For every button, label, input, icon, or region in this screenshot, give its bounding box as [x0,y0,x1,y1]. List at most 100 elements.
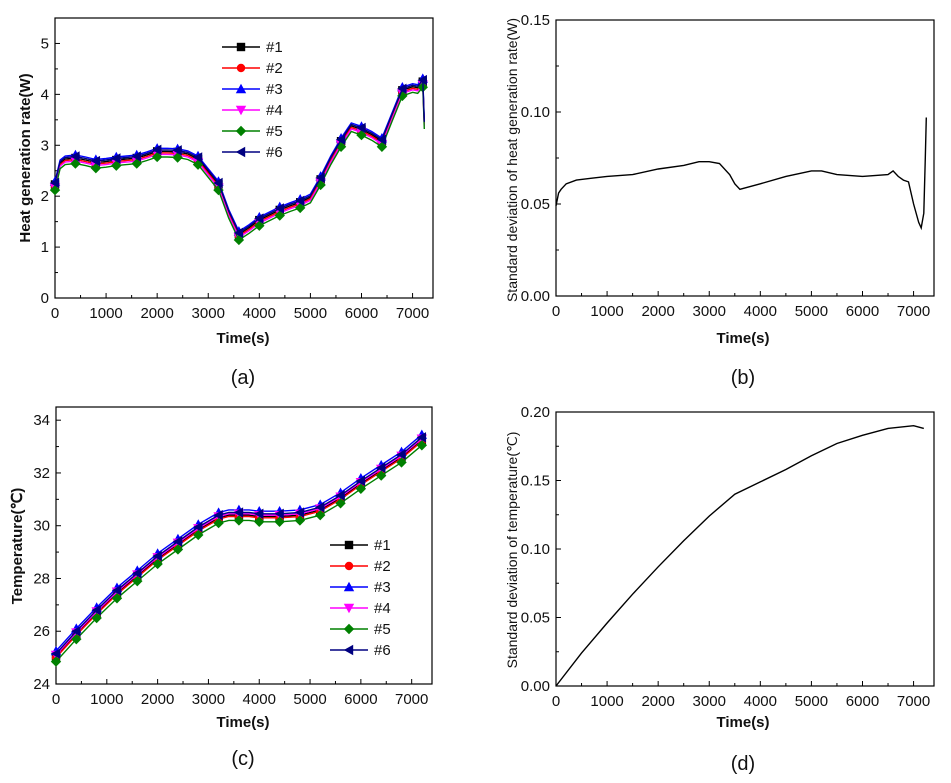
chart-c-series-1-line [55,439,423,657]
chart-a-legend-marker-4 [235,105,247,116]
chart-d-xtick-label: 4000 [744,693,777,710]
chart-d-xtick-label: 2000 [641,693,674,710]
chart-c-series-5-point [132,575,143,587]
chart-c-series-6-point [152,550,162,562]
chart-c-xtick-label: 1000 [90,691,123,708]
chart-c-frame [55,406,433,685]
chart-c-legend-label-2: #2 [374,558,391,575]
chart-a-xtick-label: 5000 [294,305,327,322]
chart-a-xtick-label: 7000 [396,305,429,322]
chart-a-series-6-point [213,177,223,189]
chart-c-ytick-label: 34 [33,412,50,429]
chart-a-series-5-point [49,184,61,196]
chart-c-series-6-point [355,475,366,487]
chart-a-legend-marker-1 [236,42,246,52]
chart-a-ytick-label: 5 [41,35,49,52]
chart-a-legend-marker-3 [235,83,247,94]
chart-a-series-6-point [192,152,203,163]
chart-c-series-5-point [213,517,224,529]
chart-a-series-6-point [397,83,407,94]
chart-c-caption: (c) [231,748,254,770]
chart-a-ylabel: Heat generation rate(W) [17,73,34,242]
chart-a-series-2-line [54,81,425,237]
chart-c-series-5-point [233,515,245,526]
chart-c-series-6-point [233,507,244,518]
chart-a-xlabel: Time(s) [216,330,269,347]
chart-a-ytick-label: 2 [41,188,49,205]
chart-a-series-5-point [397,90,408,102]
chart-c-series-6-point [71,626,81,637]
chart-c-xlabel: Time(s) [216,714,269,731]
chart-a-legend-label-2: #2 [266,60,283,77]
chart-a-legend-marker-2 [236,63,246,73]
chart-a-series-6-point [90,155,101,167]
chart-b-xtick-label: 4000 [744,303,777,320]
chart-c-xtick-label: 2000 [141,691,174,708]
chart-a-xtick-label: 6000 [345,305,378,322]
chart-a-series-6-point [131,151,141,162]
chart-c-legend-label-3: #3 [374,579,391,596]
chart-a-series-6-point [376,134,387,145]
chart-a-legend-label-4: #4 [266,102,283,119]
chart-c-ytick-label: 30 [33,518,50,535]
chart-c-series-5-point [355,483,367,494]
chart-a-series-5-point [356,129,367,141]
chart-c-series-6-point [315,502,325,513]
chart-a-series-5-point [131,158,142,169]
chart-a-series-5-point [254,220,265,231]
chart-c-series-4-line [55,438,423,656]
chart-c-series-6-point [193,521,203,533]
chart-c-series-5-point [274,516,285,527]
chart-d-ylabel: Standard deviation of temperature(℃) [504,432,520,669]
chart-c-series-3-line [55,434,423,652]
chart-c-ylabel: Temperature(℃) [9,488,26,605]
chart-b-xtick-label: 0 [552,303,560,320]
chart-a-series-5-point [294,202,306,214]
chart-c-series-5-point [50,656,62,667]
chart-a-series-6-point [172,145,182,156]
chart-d-xlabel: Time(s) [716,714,769,731]
chart-c-xtick-label: 7000 [395,691,428,708]
chart-a-ytick-label: 4 [41,86,49,103]
chart-a-series-5-point [90,162,102,174]
chart-c-series-5-point [71,633,82,645]
chart-c-series-6-point [132,568,142,579]
chart-a-legend-label-6: #6 [266,144,283,161]
chart-c-legend-marker-3 [343,581,355,592]
chart-a-series-5-point [233,234,245,246]
chart-a-caption: (a) [231,367,255,389]
chart-b-xtick-label: 3000 [693,303,726,320]
chart-b-xtick-label: 5000 [795,303,828,320]
chart-b-ytick-label: 0.10 [521,104,550,121]
chart-c-legend-label-1: #1 [374,537,391,554]
chart-a-series-6-point [315,172,325,184]
chart-c-series-5-point [152,558,163,570]
chart-c-series-5-point [375,470,387,481]
chart-b-ylabel: Standard deviation of heat generation ra… [504,18,520,302]
chart-a-series-6-point [111,153,121,164]
chart-a-legend-label-3: #3 [266,81,283,98]
chart-b-xtick-label: 2000 [641,303,674,320]
chart-d-ytick-label: 0.05 [521,610,550,627]
chart-a-legend-marker-5 [235,125,247,137]
chart-c-series-6-point [213,509,223,521]
chart-a-ytick-label: 3 [41,137,49,154]
chart-a-series-6-point [294,195,305,206]
chart-c-series-6-point [50,648,61,659]
chart-c-series-5-point [396,457,407,468]
chart-a-series-5-point [274,210,285,221]
chart-b-caption: (b) [731,367,755,389]
chart-d-frame [555,411,935,687]
chart-a-series-6-point [70,151,80,162]
chart-d-ytick-label: 0.15 [521,473,550,490]
chart-d-ytick-label: 0.00 [521,678,550,695]
chart-b-series-line [555,117,927,231]
chart-c-legend-label-5: #5 [374,621,391,638]
chart-c-series-6-point [172,536,183,547]
chart-c-legend-label-6: #6 [374,642,391,659]
chart-a-series-6-point [356,122,366,134]
chart-b-frame [555,19,935,297]
chart-a-legend-marker-6 [235,146,246,158]
chart-a-series-5-point [151,151,163,163]
chart-a-series-1-line [54,79,425,236]
